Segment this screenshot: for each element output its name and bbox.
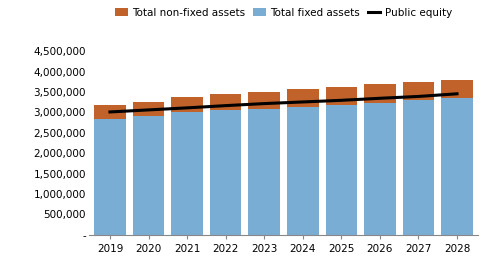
Bar	[364, 84, 396, 103]
Public equity	[377, 97, 383, 100]
Public equity	[454, 92, 460, 96]
Bar	[210, 94, 242, 110]
Bar	[248, 91, 280, 109]
Bar	[441, 98, 473, 235]
Public equity	[107, 110, 113, 114]
Public equity	[223, 104, 229, 107]
Legend: Total non-fixed assets, Total fixed assets, Public equity: Total non-fixed assets, Total fixed asse…	[111, 4, 456, 22]
Bar	[94, 105, 126, 119]
Bar	[133, 117, 164, 235]
Public equity	[416, 95, 422, 98]
Bar	[325, 87, 357, 105]
Public equity	[184, 106, 190, 109]
Bar	[94, 119, 126, 235]
Bar	[248, 109, 280, 235]
Line: Public equity: Public equity	[110, 94, 457, 112]
Bar	[325, 105, 357, 235]
Bar	[171, 112, 203, 235]
Bar	[287, 89, 318, 107]
Public equity	[338, 99, 344, 102]
Bar	[133, 102, 164, 117]
Public equity	[145, 108, 151, 112]
Bar	[171, 97, 203, 112]
Bar	[210, 110, 242, 235]
Public equity	[300, 100, 306, 103]
Bar	[441, 79, 473, 98]
Bar	[364, 103, 396, 235]
Bar	[403, 100, 434, 235]
Bar	[287, 107, 318, 235]
Public equity	[261, 102, 267, 105]
Bar	[403, 82, 434, 100]
